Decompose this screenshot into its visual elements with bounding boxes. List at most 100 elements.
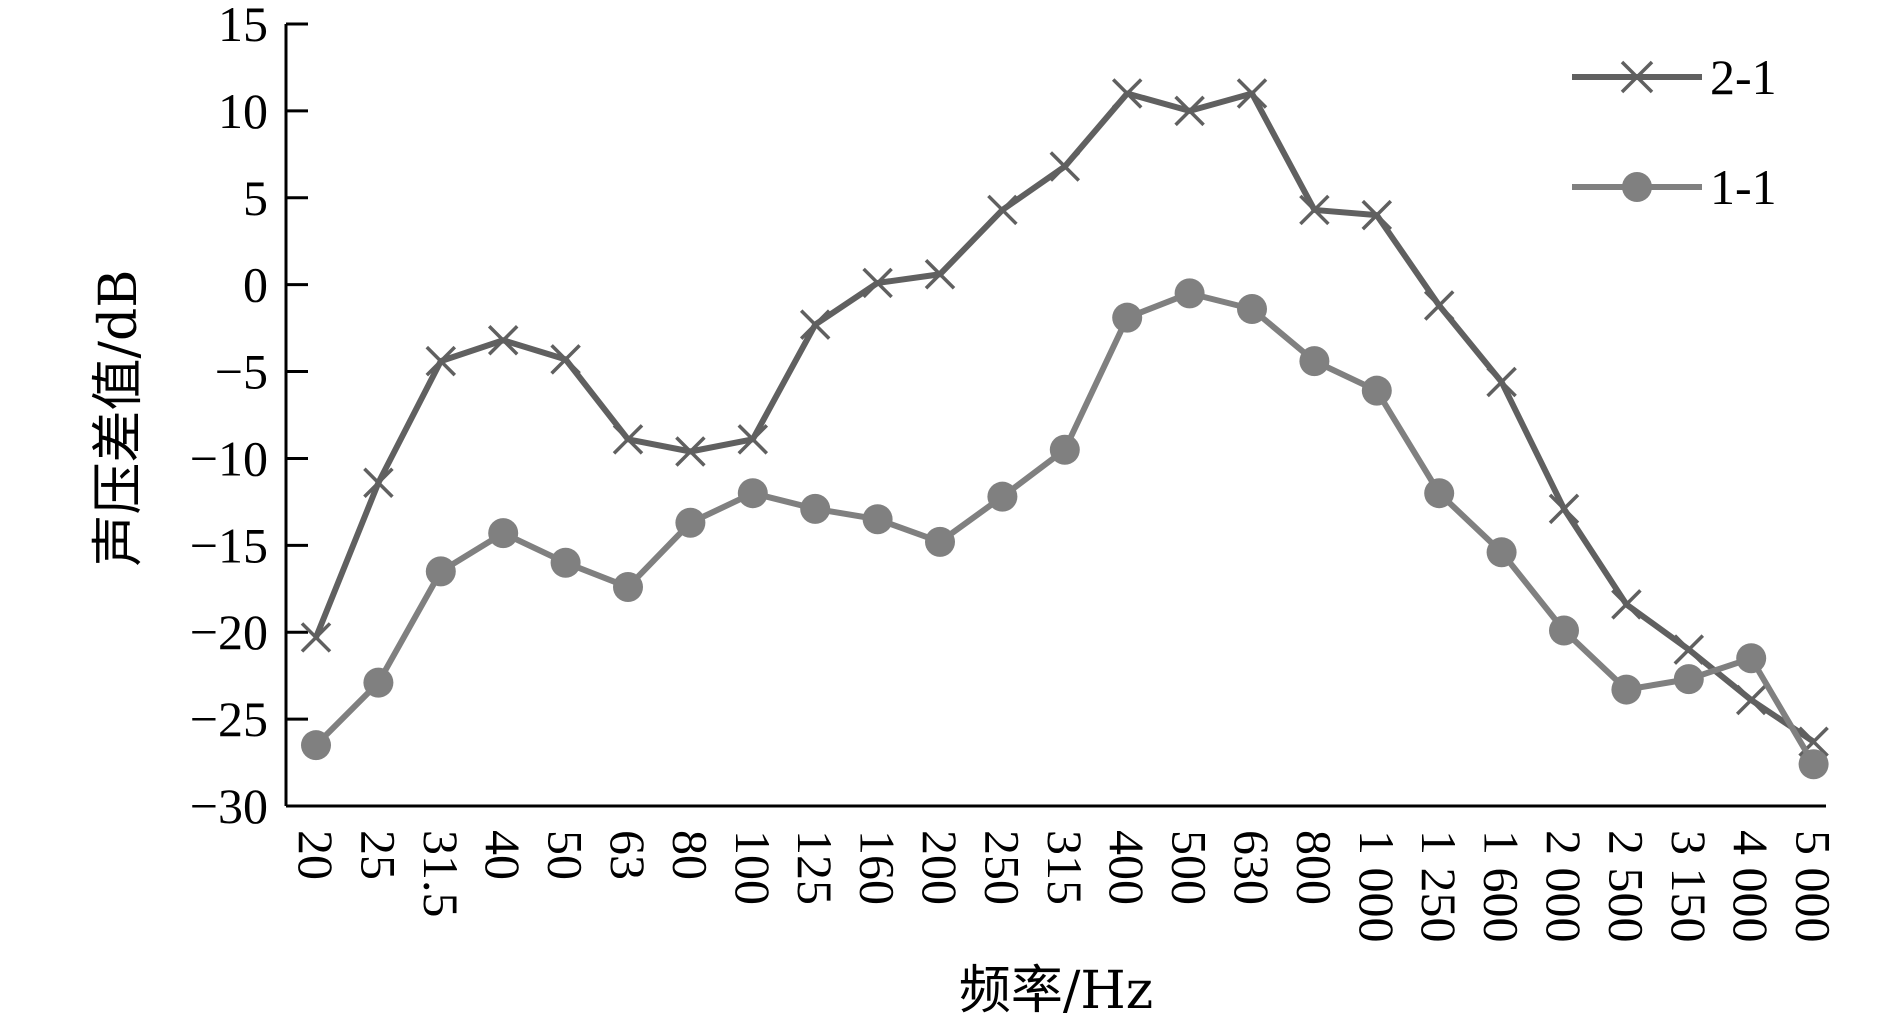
data-point [425, 345, 457, 377]
x-tick-label: 80 [662, 830, 718, 880]
data-point [862, 267, 893, 299]
x-tick-label: 630 [1224, 830, 1280, 905]
series-2-1 [300, 78, 1829, 757]
legend-label: 2-1 [1710, 49, 1777, 105]
data-point [300, 622, 332, 653]
data-point [1237, 293, 1267, 324]
legend-marker [1620, 60, 1654, 94]
x-tick-label: 100 [725, 830, 781, 905]
data-point [363, 467, 394, 499]
data-point [800, 493, 831, 524]
x-tick-label: 20 [288, 830, 344, 880]
x-tick-label: 1 250 [1411, 830, 1467, 943]
x-tick-label: 1 000 [1349, 830, 1405, 943]
data-point [1611, 589, 1642, 620]
data-point [613, 572, 643, 603]
y-tick-label: −20 [190, 604, 268, 660]
x-tick-label: 25 [350, 830, 406, 880]
data-point [487, 325, 519, 356]
x-tick-label: 500 [1162, 830, 1218, 905]
x-ticks: 20 25 31.5 40 50 63 80 100 125 160 200 250 315 400 500… [288, 830, 1842, 943]
axes [284, 24, 1826, 808]
series-line [313, 290, 1817, 766]
x-axis-title: 频率/Hz [959, 961, 1153, 1021]
data-point [1299, 194, 1330, 226]
x-tick-label: 4 000 [1723, 830, 1779, 943]
data-point [675, 507, 706, 538]
y-axis-title: 声压差值/dB [89, 269, 149, 566]
data-point [987, 194, 1018, 226]
data-point [1549, 615, 1579, 646]
x-tick-label: 31.5 [413, 830, 469, 918]
data-point [550, 344, 581, 375]
x-tick-label: 160 [850, 830, 906, 905]
x-tick-label: 250 [974, 830, 1030, 905]
x-tick-label: 400 [1099, 830, 1155, 905]
data-point [488, 518, 519, 549]
data-point [1673, 634, 1705, 665]
y-tick-label: 10 [218, 83, 268, 139]
data-point [1112, 302, 1143, 333]
y-tick-label: 5 [243, 170, 268, 226]
data-point [1736, 643, 1767, 674]
data-point [1735, 684, 1767, 716]
data-point [924, 259, 956, 290]
series [300, 78, 1829, 780]
legend-item: 2-1 [1572, 49, 1777, 105]
data-point [737, 478, 768, 509]
x-tick-label: 40 [475, 830, 531, 880]
data-point [363, 667, 394, 698]
x-tick-label: 2 500 [1598, 830, 1654, 943]
y-tick-label: −25 [190, 691, 268, 747]
data-point [1174, 95, 1205, 127]
legend-marker [1622, 172, 1652, 202]
legend-label: 1-1 [1710, 159, 1777, 215]
data-point [675, 436, 706, 467]
series-line [313, 90, 1816, 745]
data-point [1111, 78, 1143, 109]
y-tick-label: 0 [243, 257, 268, 313]
data-point [301, 730, 331, 761]
y-ticks: 15 10 5 0 −5 −10 −15 −20 −25 −30 [190, 0, 308, 834]
legend-item: 1-1 [1572, 159, 1777, 215]
x-tick-label: 800 [1286, 830, 1342, 905]
y-tick-label: −30 [190, 778, 268, 834]
data-point [1236, 78, 1268, 109]
x-tick-label: 2 000 [1536, 830, 1592, 943]
data-point [925, 526, 955, 557]
x-tick-label: 125 [787, 830, 843, 905]
data-point [862, 504, 893, 535]
x-tick-label: 50 [538, 830, 594, 880]
x-tick-label: 5 000 [1786, 830, 1842, 943]
x-tick-label: 3 150 [1661, 830, 1717, 943]
data-point [425, 556, 456, 587]
data-point [987, 481, 1018, 512]
x-tick-label: 63 [600, 830, 656, 880]
x-tick-label: 1 600 [1474, 830, 1530, 943]
data-point [1424, 478, 1455, 509]
data-point [550, 547, 581, 578]
data-point [1548, 493, 1580, 525]
data-point [1049, 151, 1081, 182]
data-point [1611, 674, 1642, 705]
data-point [1174, 278, 1205, 309]
series-1-1 [301, 278, 1829, 780]
data-point [1361, 199, 1393, 231]
data-point [1361, 375, 1392, 406]
data-point [1299, 346, 1330, 377]
x-tick-label: 200 [912, 830, 968, 905]
data-point [612, 424, 644, 455]
data-point [1049, 434, 1080, 465]
legend: 2-1 1-1 [1572, 49, 1777, 215]
data-point [737, 424, 769, 455]
data-point [1423, 290, 1455, 321]
data-point [1486, 537, 1517, 568]
y-tick-label: −5 [215, 344, 268, 400]
data-point [1798, 749, 1829, 780]
y-tick-label: −15 [190, 517, 268, 573]
y-tick-label: 15 [218, 0, 268, 52]
data-point [799, 309, 831, 340]
y-tick-label: −10 [190, 430, 268, 486]
